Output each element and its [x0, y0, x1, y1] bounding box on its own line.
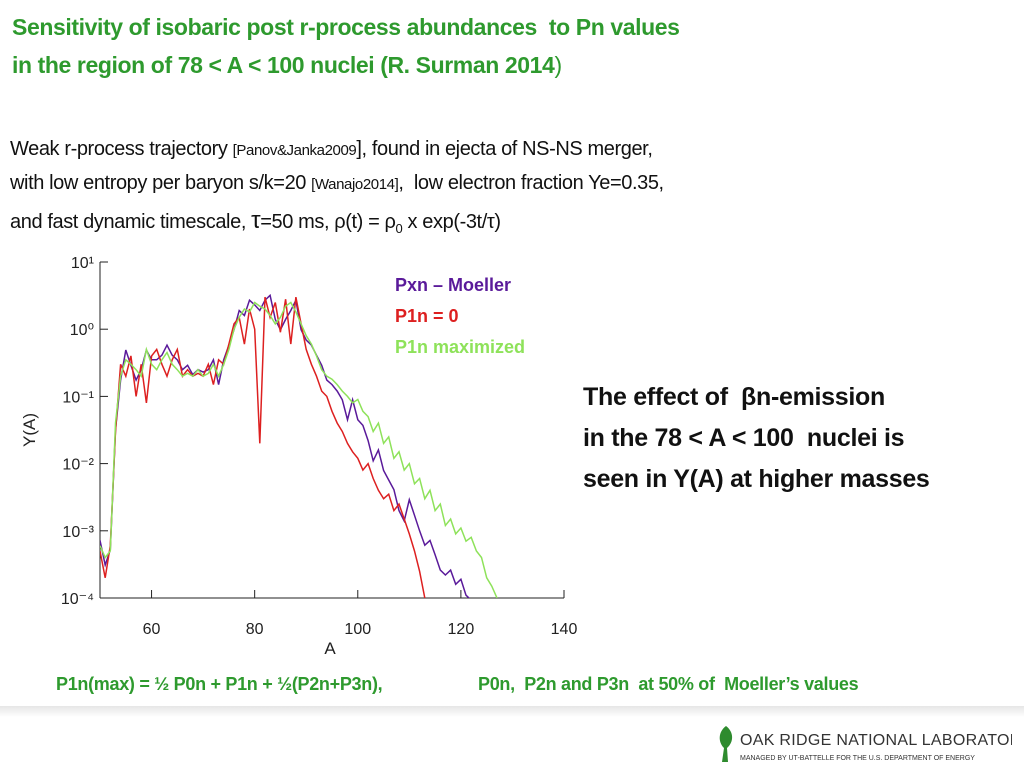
series-line: [100, 296, 426, 598]
legend-entry: Pxn – Moeller: [395, 275, 511, 295]
side-line: in the 78 < A < 100 nuclei is: [583, 424, 905, 452]
title-text: ): [554, 52, 562, 78]
y-tick-label: 10⁻¹: [62, 389, 94, 406]
x-tick-label: 80: [246, 621, 264, 638]
chart: A Y(A) 10¹ 10⁰ 10⁻¹ 10⁻² 10⁻³ 10⁻⁴ 60 80 100 120 1…: [20, 255, 578, 658]
series-line: [100, 301, 498, 598]
title-text: Sensitivity of isobaric post r-process a…: [12, 14, 680, 40]
title-line: in the region of 78 < A < 100 nuclei (R.…: [12, 52, 562, 79]
intro-text: x exp(-3t/τ): [402, 211, 502, 233]
logo-leaf: [719, 726, 733, 762]
y-tick-label: 10⁻²: [62, 457, 94, 474]
footer-bar: [0, 706, 1024, 768]
series-line: [100, 293, 471, 598]
intro-line: Weak r-process trajectory [Panov&Janka20…: [10, 138, 653, 161]
x-tick-label: 120: [448, 621, 475, 638]
y-tick-label: 10⁰: [70, 322, 94, 339]
side-line: The effect of βn-emission: [583, 383, 885, 411]
legend-entry: P1n = 0: [395, 306, 459, 326]
citation: [Panov&Janka2009: [232, 142, 357, 159]
y-tick-label: 10⁻³: [62, 524, 94, 541]
citation: [Wanajo2014]: [311, 176, 399, 193]
intro-line: with low entropy per baryon s/k=20 [Wana…: [10, 172, 664, 195]
formula: P1n(max) = ½ P0n + P1n + ½(P2n+P3n),: [56, 674, 383, 694]
y-tick-label: 10¹: [71, 255, 94, 272]
formula: P0n, P2n and P3n at 50% of Moeller’s val…: [478, 674, 859, 694]
intro-text: , low electron fraction Ye=0.35,: [398, 172, 664, 194]
plot-area: [100, 293, 498, 598]
intro-text: and fast dynamic timescale,: [10, 211, 252, 233]
x-axis-label: A: [324, 639, 336, 658]
intro-text: Weak r-process trajectory: [10, 138, 233, 160]
title-text: in the region of 78 < A < 100 nuclei (R.…: [12, 52, 555, 78]
legend-entry: P1n maximized: [395, 337, 525, 357]
x-tick-label: 100: [344, 621, 371, 638]
logo-text: OAK RIDGE NATIONAL LABORATORY: [740, 732, 1012, 749]
x-tick-label: 60: [143, 621, 161, 638]
side-line: seen in Y(A) at higher masses: [583, 465, 930, 493]
intro-text: τ: [251, 207, 261, 234]
y-axis-label: Y(A): [20, 413, 39, 447]
y-tick-label: 10⁻⁴: [61, 591, 94, 608]
intro-text: 0: [395, 221, 403, 236]
intro-line: and fast dynamic timescale, τ=50 ms, ρ(t…: [10, 207, 501, 236]
intro-text: =50 ms, ρ(t) = ρ: [260, 211, 396, 233]
x-tick-label: 140: [551, 621, 578, 638]
logo: OAK RIDGE NATIONAL LABORATORY MANAGED BY…: [719, 726, 1012, 762]
title-line: Sensitivity of isobaric post r-process a…: [12, 14, 680, 41]
intro-text: with low entropy per baryon s/k=20: [10, 172, 312, 194]
logo-subtext: MANAGED BY UT-BATTELLE FOR THE U.S. DEPA…: [740, 755, 975, 762]
intro-text: ], found in ejecta of NS-NS merger,: [356, 138, 653, 160]
